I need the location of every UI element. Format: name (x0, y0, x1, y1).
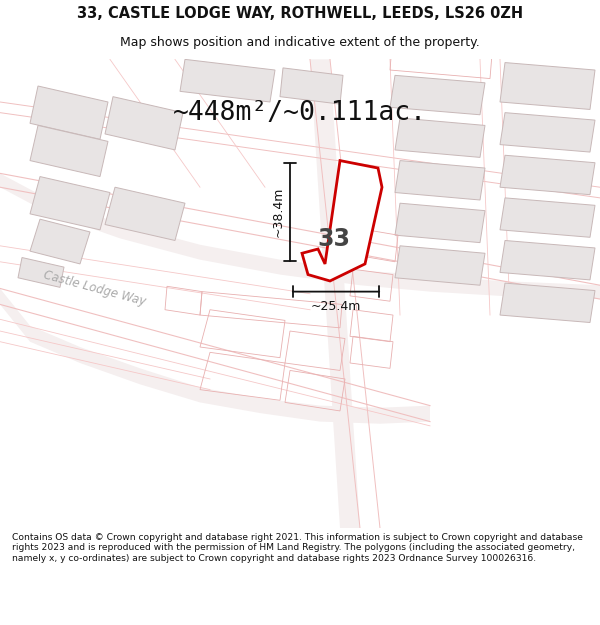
Text: ~448m²/~0.111ac.: ~448m²/~0.111ac. (173, 99, 427, 126)
Polygon shape (30, 126, 108, 177)
Polygon shape (30, 177, 110, 230)
Polygon shape (105, 97, 183, 150)
Polygon shape (390, 76, 485, 115)
Polygon shape (500, 241, 595, 280)
Polygon shape (180, 59, 275, 102)
Polygon shape (500, 112, 595, 152)
Polygon shape (30, 219, 90, 264)
Polygon shape (395, 203, 485, 242)
Polygon shape (310, 59, 360, 528)
Text: 33, CASTLE LODGE WAY, ROTHWELL, LEEDS, LS26 0ZH: 33, CASTLE LODGE WAY, ROTHWELL, LEEDS, L… (77, 6, 523, 21)
Polygon shape (105, 188, 185, 241)
Polygon shape (395, 161, 485, 200)
Polygon shape (500, 198, 595, 238)
Text: ~38.4m: ~38.4m (271, 187, 284, 238)
Text: Contains OS data © Crown copyright and database right 2021. This information is : Contains OS data © Crown copyright and d… (12, 533, 583, 563)
Polygon shape (302, 161, 382, 281)
Text: 33: 33 (317, 227, 350, 251)
Text: Map shows position and indicative extent of the property.: Map shows position and indicative extent… (120, 36, 480, 49)
Polygon shape (0, 288, 430, 424)
Polygon shape (0, 173, 600, 299)
Polygon shape (500, 155, 595, 194)
Text: Castle Lodge Way: Castle Lodge Way (43, 269, 148, 308)
Text: ~25.4m: ~25.4m (311, 300, 361, 313)
Polygon shape (500, 283, 595, 322)
Polygon shape (395, 118, 485, 158)
Polygon shape (500, 62, 595, 109)
Polygon shape (18, 258, 64, 288)
Polygon shape (395, 246, 485, 285)
Polygon shape (30, 86, 108, 139)
Polygon shape (280, 68, 343, 104)
